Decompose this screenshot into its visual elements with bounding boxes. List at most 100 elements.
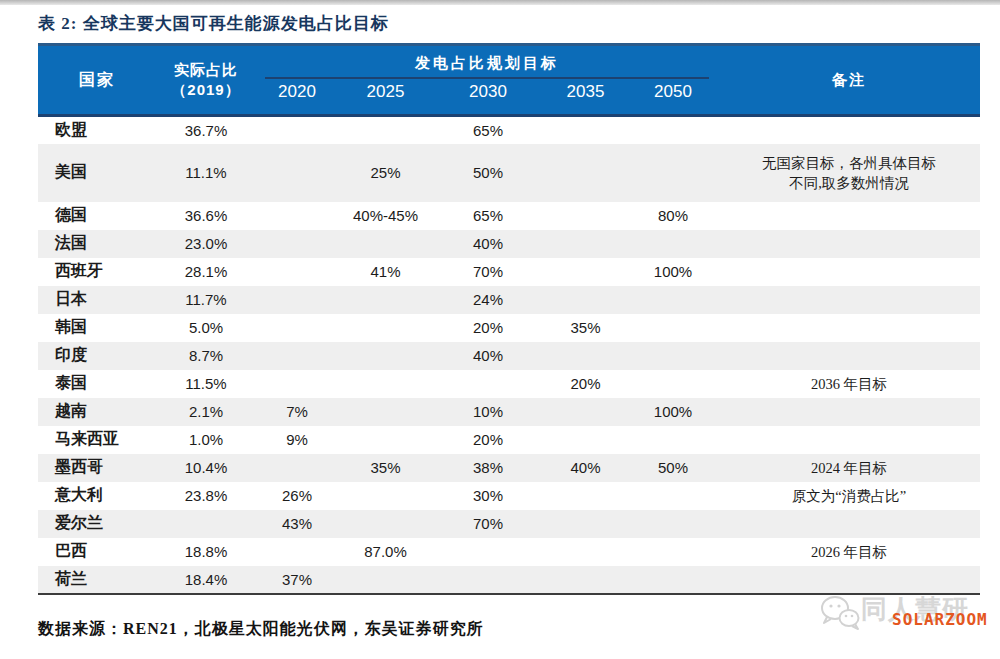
cell-country: 荷兰 <box>38 566 156 594</box>
cell-country: 巴西 <box>38 538 156 566</box>
cell-target-2035 <box>543 258 628 286</box>
cell-target-2030: 65% <box>433 202 543 230</box>
cell-note <box>718 342 980 370</box>
cell-target-2020 <box>256 454 338 482</box>
cell-target-2050: 100% <box>628 398 718 426</box>
cell-target-2050 <box>628 342 718 370</box>
cell-note: 2036 年目标 <box>718 370 980 398</box>
cell-country: 墨西哥 <box>38 454 156 482</box>
cell-target-2030: 10% <box>433 398 543 426</box>
cell-actual-share: 10.4% <box>156 454 256 482</box>
cell-target-2025 <box>338 370 433 398</box>
cell-actual-share: 11.1% <box>156 144 256 202</box>
cell-country: 意大利 <box>38 482 156 510</box>
cell-target-2025 <box>338 230 433 258</box>
note-line1: 2036 年目标 <box>718 374 980 394</box>
cell-target-2020: 9% <box>256 426 338 454</box>
cell-note <box>718 426 980 454</box>
cell-target-2025 <box>338 510 433 538</box>
col-header-country: 国家 <box>38 45 156 116</box>
cell-note <box>718 566 980 594</box>
cell-target-2050 <box>628 230 718 258</box>
cell-target-2025 <box>338 342 433 370</box>
cell-target-2050 <box>628 482 718 510</box>
cell-target-2020 <box>256 230 338 258</box>
table-row: 日本 11.7% 24% <box>38 286 980 314</box>
cell-actual-share: 23.8% <box>156 482 256 510</box>
cell-target-2030: 38% <box>433 454 543 482</box>
cell-target-2035 <box>543 286 628 314</box>
cell-target-2025 <box>338 398 433 426</box>
cell-target-2020 <box>256 538 338 566</box>
cell-target-2035: 20% <box>543 370 628 398</box>
plan-target-label: 发电占比规划目标 <box>256 54 718 73</box>
cell-target-2020 <box>256 342 338 370</box>
cell-note <box>718 230 980 258</box>
cell-target-2035: 35% <box>543 314 628 342</box>
cell-actual-share: 18.8% <box>156 538 256 566</box>
cell-country: 越南 <box>38 398 156 426</box>
cell-target-2035 <box>543 482 628 510</box>
cell-target-2050: 100% <box>628 258 718 286</box>
note-line1: 无国家目标，各州具体目标 <box>718 153 980 173</box>
cell-target-2030 <box>433 538 543 566</box>
actual-share-line1: 实际占比 <box>156 60 256 80</box>
cell-note: 无国家目标，各州具体目标 不同,取多数州情况 <box>718 144 980 202</box>
cell-target-2030: 70% <box>433 510 543 538</box>
cell-target-2050 <box>628 314 718 342</box>
cell-target-2025: 41% <box>338 258 433 286</box>
table-header: 国家 实际占比 （2019） 发电占比规划目标 备注 2020 2025 203… <box>38 45 980 116</box>
cell-target-2035: 40% <box>543 454 628 482</box>
cell-country: 韩国 <box>38 314 156 342</box>
cell-note <box>718 314 980 342</box>
col-header-year-2020: 2020 <box>256 80 338 116</box>
table-row: 西班牙 28.1% 41% 70% 100% <box>38 258 980 286</box>
cell-target-2035 <box>543 116 628 144</box>
table-row: 印度 8.7% 40% <box>38 342 980 370</box>
cell-country: 西班牙 <box>38 258 156 286</box>
cell-target-2050 <box>628 510 718 538</box>
cell-target-2030 <box>433 370 543 398</box>
cell-actual-share: 23.0% <box>156 230 256 258</box>
cell-target-2020 <box>256 258 338 286</box>
cell-country: 法国 <box>38 230 156 258</box>
cell-actual-share: 2.1% <box>156 398 256 426</box>
cell-actual-share: 36.6% <box>156 202 256 230</box>
table-row: 意大利 23.8% 26% 30% 原文为“消费占比” <box>38 482 980 510</box>
cell-target-2020 <box>256 314 338 342</box>
cell-target-2025 <box>338 566 433 594</box>
cell-actual-share: 11.5% <box>156 370 256 398</box>
cell-country: 德国 <box>38 202 156 230</box>
cell-actual-share: 5.0% <box>156 314 256 342</box>
cell-target-2050 <box>628 144 718 202</box>
report-table-section: 表 2: 全球主要大国可再生能源发电占比目标 国家 实际占比 （2019） 发电… <box>0 0 1000 640</box>
table-row: 韩国 5.0% 20% 35% <box>38 314 980 342</box>
cell-country: 印度 <box>38 342 156 370</box>
cell-target-2035 <box>543 342 628 370</box>
cell-target-2030: 24% <box>433 286 543 314</box>
cell-note: 2026 年目标 <box>718 538 980 566</box>
cell-target-2035 <box>543 398 628 426</box>
cell-note <box>718 510 980 538</box>
cell-country: 爱尔兰 <box>38 510 156 538</box>
note-line1: 2024 年目标 <box>718 458 980 478</box>
cell-note: 2024 年目标 <box>718 454 980 482</box>
cell-actual-share: 11.7% <box>156 286 256 314</box>
cell-note <box>718 116 980 144</box>
col-header-actual-share: 实际占比 （2019） <box>156 45 256 116</box>
cell-country: 欧盟 <box>38 116 156 144</box>
cell-target-2035 <box>543 538 628 566</box>
cell-target-2035 <box>543 510 628 538</box>
cell-target-2030: 65% <box>433 116 543 144</box>
cell-target-2050: 80% <box>628 202 718 230</box>
cell-target-2020: 37% <box>256 566 338 594</box>
cell-target-2020: 43% <box>256 510 338 538</box>
cell-target-2020: 26% <box>256 482 338 510</box>
cell-target-2050 <box>628 426 718 454</box>
cell-target-2030: 20% <box>433 314 543 342</box>
cell-country: 泰国 <box>38 370 156 398</box>
data-source: 数据来源：REN21，北极星太阳能光伏网，东吴证券研究所 <box>38 619 1000 640</box>
cell-target-2050 <box>628 566 718 594</box>
table-row: 泰国 11.5% 20% 2036 年目标 <box>38 370 980 398</box>
cell-target-2035 <box>543 202 628 230</box>
